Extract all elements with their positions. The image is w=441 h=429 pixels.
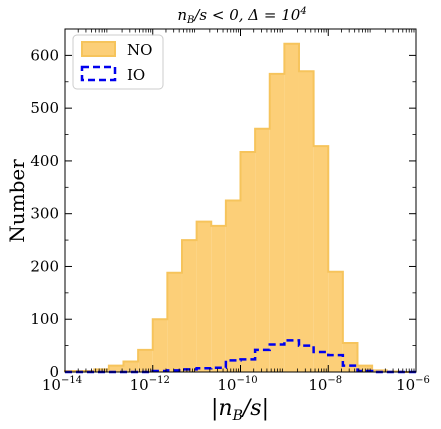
y-tick-label: 300 (30, 205, 59, 223)
y-axis-label: Number (5, 159, 29, 243)
x-label-post: /s| (241, 396, 269, 421)
no-bar (196, 221, 212, 372)
x-label-sub: B (232, 408, 243, 424)
no-bar (123, 361, 139, 372)
title-rel: /s < 0, Δ = 10 (192, 6, 300, 24)
no-bar (357, 365, 373, 372)
x-tick-label: 10−6 (396, 375, 430, 394)
no-bar (342, 342, 358, 372)
x-axis-label: |nB/s| (211, 396, 269, 424)
legend: NO IO (72, 34, 164, 90)
y-tick-label: 0 (49, 363, 59, 381)
x-label-pre: |n (211, 396, 233, 421)
no-bar (152, 319, 168, 372)
no-bar (182, 240, 197, 372)
no-bar (240, 151, 256, 372)
legend-swatch-io (80, 65, 117, 82)
no-bar (108, 365, 124, 372)
legend-label-io: IO (127, 66, 145, 84)
title-lhs-sub: B (186, 15, 194, 26)
x-tick-label: 10−12 (130, 375, 170, 394)
no-bar (313, 146, 329, 372)
x-tick-label: 10−8 (308, 375, 342, 394)
io-series-line (65, 339, 416, 374)
y-tick-label: 200 (30, 257, 59, 275)
title-lhs: n (177, 6, 187, 24)
no-bar (269, 73, 285, 372)
no-bar (255, 128, 270, 372)
x-tick-label: 10−10 (217, 375, 257, 394)
no-bar (298, 71, 314, 372)
y-tick-label: 500 (30, 99, 59, 117)
x-tick-label: 10−14 (42, 375, 82, 394)
y-tick-label: 400 (30, 152, 59, 170)
plot-area (64, 42, 416, 374)
title-exp: 4 (299, 6, 306, 17)
no-series-outline (64, 42, 416, 373)
no-bar (138, 349, 153, 372)
no-bar (211, 225, 226, 372)
y-tick-label: 600 (30, 46, 59, 64)
legend-label-no: NO (127, 41, 152, 59)
no-bar (328, 271, 343, 372)
no-bar (94, 369, 109, 372)
y-tick-label: 100 (30, 310, 59, 328)
no-bar (284, 43, 299, 372)
chart-title: nB/s < 0, Δ = 104 (177, 6, 306, 26)
legend-swatch-no (81, 41, 116, 57)
ticks: 10−14 10−12 10−10 10−8 10−6 0 100 200 300 400 500 6… (30, 29, 430, 394)
no-bar (225, 200, 241, 372)
no-bar (167, 272, 182, 372)
